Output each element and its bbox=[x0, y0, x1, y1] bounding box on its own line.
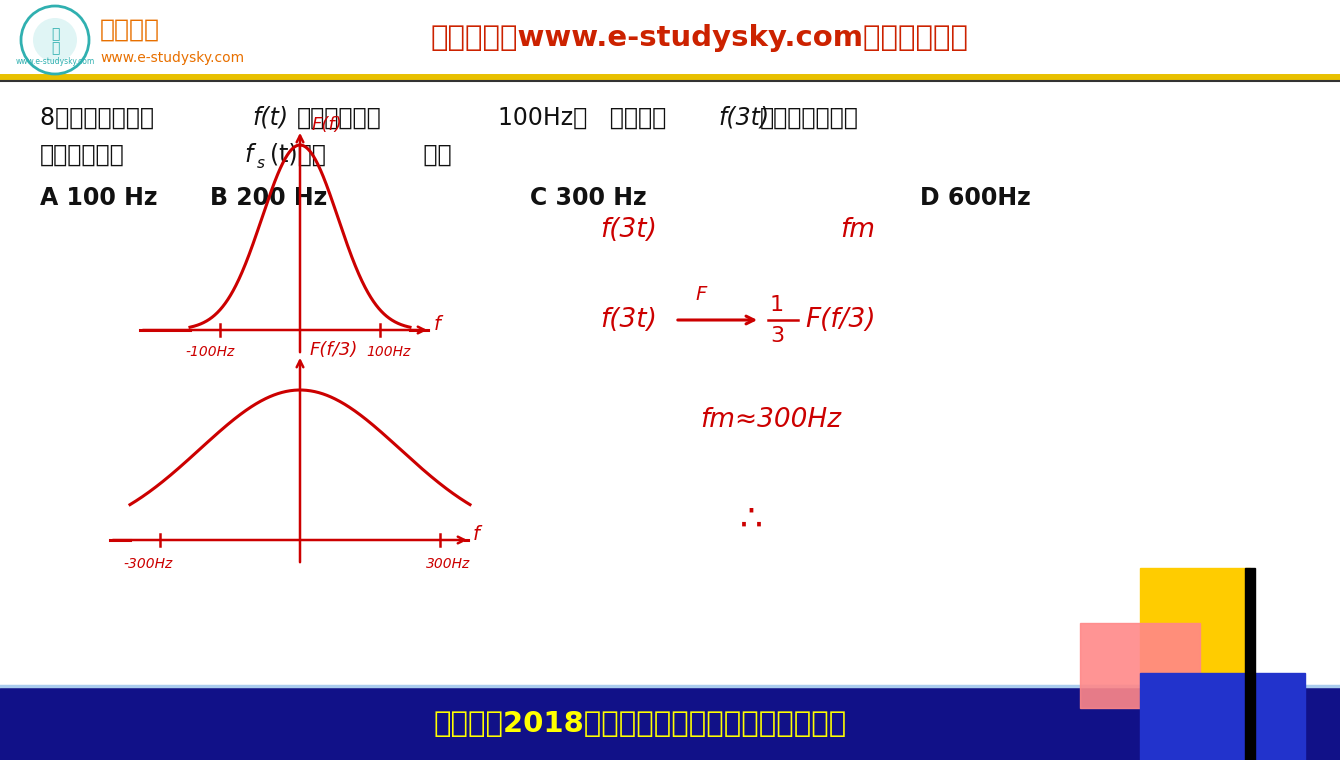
Text: 网: 网 bbox=[51, 27, 59, 41]
Text: 最小取样频率: 最小取样频率 bbox=[40, 143, 125, 167]
Text: f: f bbox=[244, 143, 252, 167]
Text: -100Hz: -100Hz bbox=[185, 345, 234, 359]
Text: f(t): f(t) bbox=[252, 106, 288, 130]
Bar bbox=[0, 688, 1340, 760]
Text: 8、有限频带信号: 8、有限频带信号 bbox=[40, 106, 162, 130]
Text: 100Hz: 100Hz bbox=[366, 345, 410, 359]
Text: www.e-studysky.com: www.e-studysky.com bbox=[100, 51, 244, 65]
Text: f(3t): f(3t) bbox=[600, 307, 657, 333]
Text: C 300 Hz: C 300 Hz bbox=[531, 186, 647, 210]
Text: A 100 Hz: A 100 Hz bbox=[40, 186, 158, 210]
Text: f: f bbox=[473, 525, 480, 544]
Text: F(f): F(f) bbox=[312, 116, 343, 134]
Text: f: f bbox=[434, 315, 441, 334]
Text: F(f/3): F(f/3) bbox=[805, 307, 875, 333]
Text: 學: 學 bbox=[51, 41, 59, 55]
Text: (t)为（             ）。: (t)为（ ）。 bbox=[269, 143, 452, 167]
Text: www.e-studysky.com: www.e-studysky.com bbox=[15, 58, 95, 67]
Text: fm≈300Hz: fm≈300Hz bbox=[699, 407, 842, 433]
Text: B 200 Hz: B 200 Hz bbox=[210, 186, 327, 210]
Text: f(3t): f(3t) bbox=[600, 217, 657, 243]
Text: 100Hz，   若对信号: 100Hz， 若对信号 bbox=[498, 106, 674, 130]
Bar bbox=[1140, 673, 1305, 760]
Text: F(f/3): F(f/3) bbox=[310, 341, 358, 359]
Text: 1: 1 bbox=[770, 295, 784, 315]
Bar bbox=[1245, 568, 1256, 760]
Text: ∴: ∴ bbox=[740, 503, 762, 537]
Text: f(3t): f(3t) bbox=[718, 106, 769, 130]
Circle shape bbox=[34, 18, 76, 62]
Text: 的最高频率为: 的最高频率为 bbox=[297, 106, 382, 130]
Bar bbox=[0, 0, 1340, 80]
Text: 进行时域取样，: 进行时域取样， bbox=[760, 106, 859, 130]
Text: F: F bbox=[695, 286, 706, 305]
Text: fm: fm bbox=[840, 217, 875, 243]
Bar bbox=[1080, 623, 1201, 708]
Text: 网学天地（www.e-studysky.com）版权所有！: 网学天地（www.e-studysky.com）版权所有！ bbox=[431, 24, 969, 52]
Text: D 600Hz: D 600Hz bbox=[921, 186, 1030, 210]
Text: 300Hz: 300Hz bbox=[426, 557, 470, 571]
Text: 网學天地: 网學天地 bbox=[100, 18, 159, 42]
Text: s: s bbox=[257, 156, 265, 170]
Text: 昆明理工2018年《信号与系统》考研真题与详解: 昆明理工2018年《信号与系统》考研真题与详解 bbox=[433, 710, 847, 738]
Text: 3: 3 bbox=[770, 326, 784, 346]
Text: -300Hz: -300Hz bbox=[123, 557, 173, 571]
Bar bbox=[1140, 568, 1250, 683]
